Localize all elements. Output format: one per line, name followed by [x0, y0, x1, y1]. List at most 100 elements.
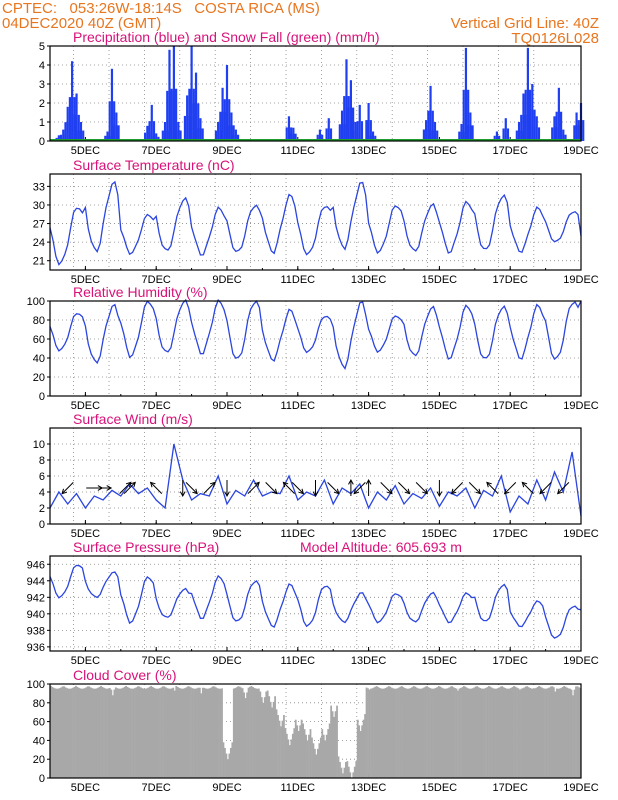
- cloud-bar-124: [232, 688, 235, 778]
- precip-bar-14-0: [170, 88, 173, 141]
- wind-arrow-head-13: [298, 488, 305, 495]
- cloud-bar-297: [488, 686, 490, 778]
- precip-bar-7-2: [113, 101, 116, 141]
- precip-bar-34-2: [369, 120, 372, 141]
- cloud-bar-208: [356, 719, 359, 778]
- precip-bar-15-2: [179, 130, 182, 141]
- wind-arrow-15: [327, 482, 340, 495]
- cloud-bar-237: [399, 686, 402, 778]
- cloud-bar-326: [530, 688, 533, 778]
- precip-bar-28-2: [329, 128, 333, 141]
- cloud-bar-167: [296, 725, 299, 778]
- wind-arrow-shaft-8: [203, 482, 216, 494]
- wind-arrow-head-2: [106, 485, 113, 491]
- cloud-bar-65: [145, 688, 148, 778]
- cloud-bar-173: [305, 734, 307, 778]
- cloud-bar-95: [190, 687, 192, 778]
- x-tick-label-4-6: 17DEC: [492, 655, 528, 667]
- cloud-bar-157: [281, 720, 284, 778]
- cloud-bar-282: [465, 687, 468, 778]
- cloud-bar-18: [76, 686, 79, 778]
- cloud-bar-49: [122, 687, 125, 778]
- cloud-bar-349: [564, 686, 567, 778]
- cloud-bar-311: [508, 688, 511, 778]
- wind-arrow-shaft-24: [468, 482, 481, 494]
- cloud-bar-255: [426, 686, 428, 778]
- cloud-bar-261: [434, 687, 437, 778]
- x-tick-label-3-2: 9DEC: [212, 528, 241, 540]
- cloud-bar-217: [370, 688, 372, 778]
- cloud-bar-224: [380, 688, 383, 778]
- cloud-bar-319: [520, 688, 523, 778]
- cloud-bar-48: [120, 688, 123, 778]
- cloud-bar-230: [389, 686, 392, 778]
- wind-arrow-head-23: [450, 488, 457, 495]
- cloud-bar-207: [355, 761, 358, 778]
- cloud-bar-340: [551, 686, 554, 778]
- cloud-bar-121: [228, 753, 231, 778]
- wind-arrow-13: [291, 482, 305, 495]
- x-tick-label-3-4: 13DEC: [351, 528, 387, 540]
- cloud-bar-36: [103, 687, 105, 778]
- x-tick-label-5-1: 7DEC: [142, 782, 171, 794]
- y-tick-label-0-5: 5: [39, 41, 45, 53]
- cloud-bar-43: [113, 689, 116, 778]
- cloud-bar-131: [243, 692, 245, 778]
- panel-annotation-4: Model Altitude: 605.693 m: [300, 539, 462, 555]
- cloud-bar-206: [353, 766, 356, 778]
- cloud-bar-275: [455, 688, 458, 778]
- x-tick-label-2-4: 13DEC: [351, 400, 387, 412]
- precip-bar-38-1: [433, 122, 437, 141]
- x-tick-label-4-5: 15DEC: [422, 655, 458, 667]
- cloud-bar-288: [474, 686, 477, 778]
- precip-bar-31-0: [347, 107, 350, 141]
- wind-arrow-shaft-10: [247, 482, 260, 494]
- cloud-bar-210: [359, 731, 362, 778]
- precip-bar-49-0: [551, 127, 554, 141]
- precip-bar-41-0: [467, 125, 470, 141]
- cloud-bar-138: [253, 687, 256, 778]
- cloud-bar-68: [150, 685, 153, 778]
- cloud-bar-251: [420, 688, 422, 778]
- cloud-bar-106: [206, 688, 209, 778]
- precip-bar-1-1: [62, 129, 65, 141]
- cloud-bar-78: [165, 687, 167, 778]
- precip-bar-4-2: [77, 114, 80, 141]
- cloud-bar-25: [86, 686, 89, 778]
- cloud-bar-285: [470, 688, 473, 778]
- cloud-bar-143: [260, 697, 263, 778]
- x-tick-label-2-0: 5DEC: [71, 400, 100, 412]
- cloud-bar-193: [334, 711, 337, 778]
- cloud-bar-197: [340, 767, 343, 778]
- cloud-bar-265: [440, 687, 443, 778]
- cloud-bar-185: [322, 734, 325, 778]
- y-tick-label-0-3: 3: [39, 79, 45, 91]
- precip-bar-16-0: [183, 115, 187, 141]
- precip-bar-5-1: [79, 122, 83, 141]
- x-tick-label-2-5: 15DEC: [422, 400, 458, 412]
- precip-bar-17-0: [188, 88, 191, 141]
- panel-title-2: Relative Humidity (%): [73, 284, 208, 300]
- cloud-bar-189: [328, 723, 331, 778]
- y-tick-label-5-0: 0: [39, 773, 45, 785]
- precip-bar-16-1: [186, 95, 189, 141]
- cloud-bar-161: [287, 739, 290, 778]
- precip-bar-35-2: [374, 135, 377, 141]
- cloud-bar-254: [424, 686, 427, 778]
- precip-bar-10-2: [152, 121, 156, 141]
- cloud-bar-205: [352, 772, 355, 778]
- cloud-bar-81: [169, 688, 172, 778]
- cloud-bar-277: [458, 688, 461, 778]
- wind-arrow-shaft-25: [486, 482, 499, 494]
- precip-bar-43-1: [504, 118, 507, 141]
- cloud-bar-283: [467, 688, 470, 778]
- precip-bar-53-2: [582, 120, 585, 141]
- wind-arrow-7: [185, 482, 198, 495]
- x-tick-label-5-0: 5DEC: [71, 782, 100, 794]
- cloud-bar-356: [575, 686, 577, 778]
- cloud-bar-184: [321, 729, 324, 778]
- precip-bar-46-1: [526, 47, 529, 141]
- wind-arrow-head-29: [556, 488, 563, 495]
- precip-bar-21-1: [221, 87, 224, 141]
- cloud-bar-28: [91, 688, 94, 778]
